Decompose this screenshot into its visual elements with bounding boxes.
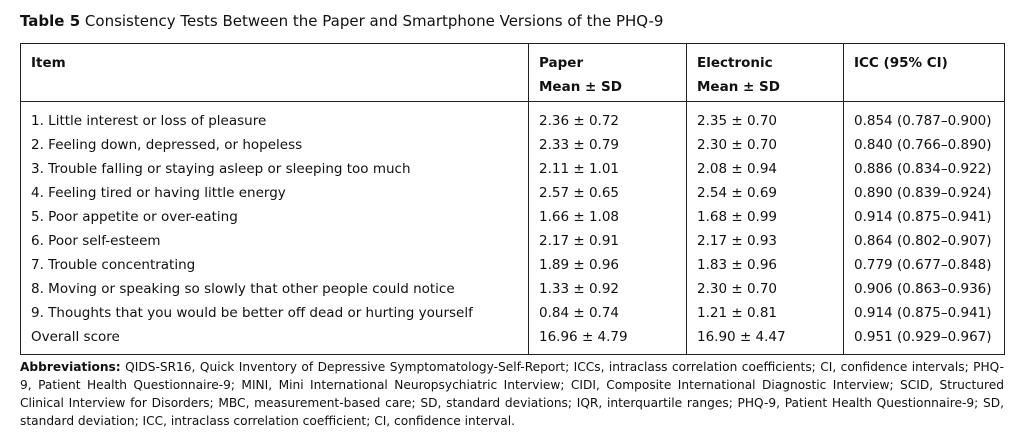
header-text: Paper [539,55,584,71]
table-cell: 2. Feeling down, depressed, or hopeless [31,137,303,153]
title-label: Table 5 [20,12,81,30]
table-cell: 2.54 ± 0.69 [686,181,844,205]
footnote-text: QIDS-SR16, Quick Inventory of Depressive… [20,360,1004,428]
header-text: Item [31,55,66,71]
table-cell: 2.30 ± 0.70 [686,277,844,301]
table-cell: 1.68 ± 0.99 [686,205,844,229]
table-row: 6. Poor self-esteem 2.17 ± 0.91 2.17 ± 0.9… [21,229,1005,253]
table-cell: 3. Trouble falling or staying asleep or … [31,161,411,177]
table-cell: 2.30 ± 0.70 [686,133,844,157]
table-cell: 2.08 ± 0.94 [686,157,844,181]
header-text: Mean ± SD [697,79,780,95]
header-text: Mean ± SD [539,79,622,95]
header-cell: ICC (95% CI) [843,43,1005,102]
table-row: 8. Moving or speaking so slowly that oth… [21,277,1005,301]
table-cell: 2.17 ± 0.93 [686,229,844,253]
table-cell: 16.96 ± 4.79 [528,325,687,355]
table-cell: 0.951 (0.929–0.967) [843,325,1005,355]
table-row: 5. Poor appetite or over-eating 1.66 ± 1.… [21,205,1005,229]
table-cell: 6. Poor self-esteem [31,233,161,249]
table-cell: 2.36 ± 0.72 [528,101,687,133]
table-cell: 2.57 ± 0.65 [528,181,687,205]
header-cell: Item [20,43,529,102]
table-cell: 1.83 ± 0.96 [686,253,844,277]
table-row: 1. Little interest or loss of pleasure 2.… [21,101,1005,133]
header-row: Item Paper Mean ± SD Electronic Mean ± SD ICC… [20,43,1005,102]
table-cell: 0.84 ± 0.74 [528,301,687,325]
table-cell: 0.914 (0.875–0.941) [843,205,1005,229]
table-cell: 1.21 ± 0.81 [686,301,844,325]
table-cell: 0.886 (0.834–0.922) [843,157,1005,181]
title-text: Consistency Tests Between the Paper and … [84,12,664,30]
table-row: 3. Trouble falling or staying asleep or … [21,157,1005,181]
table-row: Overall score 16.96 ± 4.79 16.90 ± 4.47 0.9… [21,325,1005,355]
footnote: Abbreviations: QIDS-SR16, Quick Inventor… [20,358,1004,430]
table-cell: 0.854 (0.787–0.900) [843,101,1005,133]
table-row: 9. Thoughts that you would be better off… [21,301,1005,325]
table-cell: 4. Feeling tired or having little energy [31,185,286,201]
table: Item Paper Mean ± SD Electronic Mean ± SD ICC… [20,43,1005,355]
table-cell: 9. Thoughts that you would be better off… [31,305,473,321]
header-cell: Paper Mean ± SD [528,43,687,102]
table-row: 2. Feeling down, depressed, or hopeless 2… [21,133,1005,157]
footnote-label: Abbreviations: [20,360,121,374]
table-cell: 2.35 ± 0.70 [686,101,844,133]
table-cell: 0.906 (0.863–0.936) [843,277,1005,301]
table-cell: 7. Trouble concentrating [31,257,196,273]
table-body: 1. Little interest or loss of pleasure 2.… [21,101,1005,355]
table-cell: 1.66 ± 1.08 [528,205,687,229]
header-cell: Electronic Mean ± SD [686,43,844,102]
header-text: ICC (95% CI) [854,55,948,71]
table-cell: 5. Poor appetite or over-eating [31,209,238,225]
table-cell: 0.779 (0.677–0.848) [843,253,1005,277]
header-text: Electronic [697,55,773,71]
table-row: 4. Feeling tired or having little energy… [21,181,1005,205]
table-cell: Overall score [31,329,120,345]
table-cell: 1.33 ± 0.92 [528,277,687,301]
table-cell: 0.914 (0.875–0.941) [843,301,1005,325]
table-cell: 8. Moving or speaking so slowly that oth… [31,281,455,297]
table-cell: 1. Little interest or loss of pleasure [31,113,267,129]
table-cell: 0.840 (0.766–0.890) [843,133,1005,157]
table-cell: 16.90 ± 4.47 [686,325,844,355]
table-title: Table 5 Consistency Tests Between the Pa… [20,12,663,30]
table-cell: 2.17 ± 0.91 [528,229,687,253]
table-row: 7. Trouble concentrating 1.89 ± 0.96 1.83 … [21,253,1005,277]
table-cell: 2.11 ± 1.01 [528,157,687,181]
table-cell: 1.89 ± 0.96 [528,253,687,277]
table-cell: 2.33 ± 0.79 [528,133,687,157]
table-cell: 0.890 (0.839–0.924) [843,181,1005,205]
table-cell: 0.864 (0.802–0.907) [843,229,1005,253]
